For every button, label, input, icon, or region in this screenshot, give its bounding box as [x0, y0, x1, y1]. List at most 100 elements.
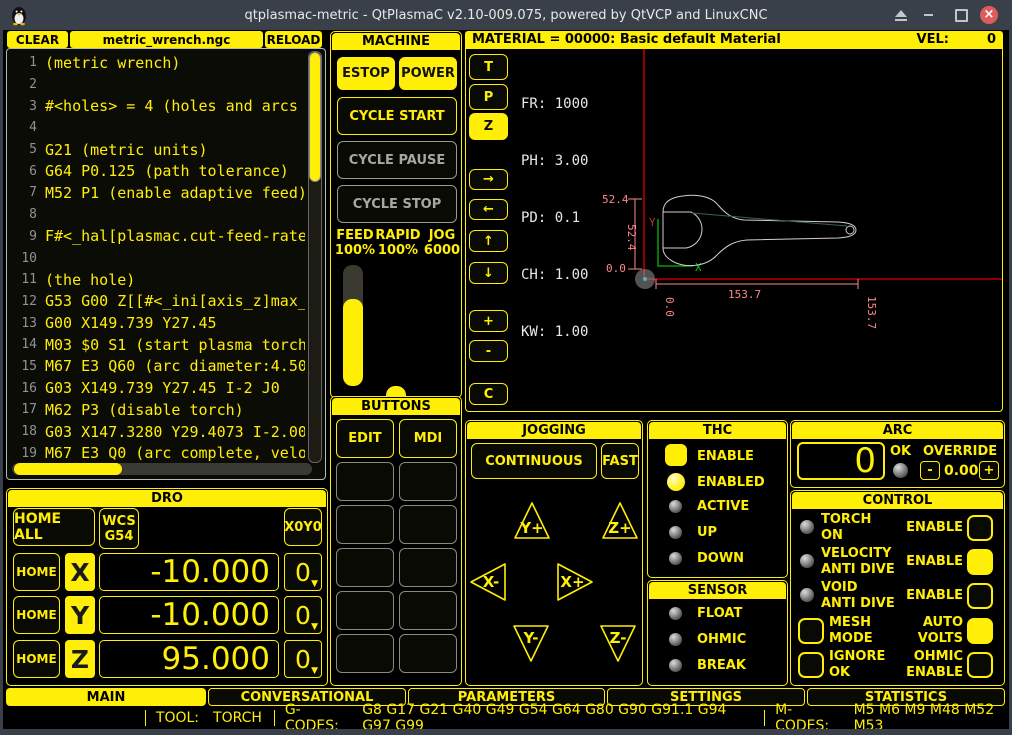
tab-parameters[interactable]: PARAMETERS	[408, 688, 605, 706]
gcode-line[interactable]: 14 M03 $0 S1 (start plasma torch)	[21, 335, 305, 354]
gcode-line[interactable]: 5 G21 (metric units)	[29, 140, 208, 159]
gcode-line[interactable]: 8	[29, 207, 37, 223]
feed-slider-fill	[343, 298, 363, 386]
override-minus-button[interactable]: -	[920, 461, 940, 480]
home-x-button[interactable]: HOME	[13, 553, 60, 591]
view-perspective-button[interactable]: P	[469, 84, 508, 110]
mdi-button[interactable]: MDI	[399, 419, 457, 458]
tab-main[interactable]: MAIN	[6, 688, 206, 706]
gcode-vscrollbar[interactable]	[308, 51, 322, 463]
axis-x-button[interactable]: X	[65, 553, 95, 591]
home-all-button[interactable]: HOME ALL	[13, 508, 95, 546]
gcode-line[interactable]: 12 G53 G00 Z[[#<_ini[axis_z]max_l	[21, 292, 305, 311]
gcode-line[interactable]: 1 (metric wrench)	[29, 53, 181, 72]
custom-button-slot[interactable]	[399, 548, 457, 587]
gcode-line[interactable]: 4	[29, 120, 37, 136]
custom-button-slot[interactable]	[336, 591, 394, 630]
torch-enable-checkbox[interactable]	[967, 515, 993, 541]
jog-y-plus-button[interactable]: Y+	[511, 499, 553, 543]
ohmic-probe-enable-checkbox[interactable]	[967, 652, 993, 678]
clear-button[interactable]: CLEAR	[7, 31, 68, 48]
jog-x-minus-button[interactable]: X-	[467, 560, 509, 604]
gcode-line[interactable]: 18 G03 X147.3280 Y29.4073 I-2.000	[21, 422, 305, 441]
feed-slider[interactable]	[343, 265, 363, 386]
dro-x-offset-dropdown[interactable]: 0 ▼	[284, 553, 322, 591]
custom-button-slot[interactable]	[399, 634, 457, 673]
gcode-vscroll-thumb[interactable]	[309, 52, 321, 182]
custom-button-slot[interactable]	[399, 505, 457, 544]
gcode-lines[interactable]: 1 (metric wrench) 2 3 #<holes> = 4 (holes …	[13, 52, 305, 464]
preview-area[interactable]: Y X 52.4 52.4 0.0 153.7 0.0 153.7 FR: 10…	[465, 48, 1003, 412]
auto-volts-label-2: VOLTS	[917, 631, 963, 646]
power-button[interactable]: POWER	[399, 57, 457, 90]
gcode-line[interactable]: 7 M52 P1 (enable adaptive feed)	[29, 183, 305, 202]
edit-button[interactable]: EDIT	[336, 419, 394, 458]
mesh-mode-label-2: MODE	[829, 631, 873, 646]
jog-continuous-button[interactable]: CONTINUOUS	[471, 443, 597, 479]
custom-button-slot[interactable]	[336, 462, 394, 501]
tab-statistics[interactable]: STATISTICS	[807, 688, 1005, 706]
cycle-stop-button[interactable]: CYCLE STOP	[337, 185, 457, 223]
jog-fast-button[interactable]: FAST	[601, 443, 639, 479]
velocity-enable-checkbox[interactable]	[967, 549, 993, 575]
custom-button-slot[interactable]	[336, 505, 394, 544]
view-top-button[interactable]: T	[469, 54, 508, 80]
auto-volts-checkbox[interactable]	[967, 618, 993, 644]
thc-enable-checkbox[interactable]	[665, 444, 687, 466]
reload-button[interactable]: RELOAD	[265, 31, 322, 48]
dro-y-offset-dropdown[interactable]: 0 ▼	[284, 596, 322, 634]
zoom-out-button[interactable]: -	[469, 340, 508, 362]
home-z-button[interactable]: HOME	[13, 640, 60, 678]
wcs-button[interactable]: WCS G54	[99, 508, 139, 549]
jog-y-minus-button[interactable]: Y-	[510, 621, 552, 665]
gcode-line[interactable]: 13 G00 X149.739 Y27.45	[21, 314, 217, 333]
cycle-start-button[interactable]: CYCLE START	[337, 97, 457, 135]
gcode-line[interactable]: 15 M67 E3 Q60 (arc diameter:4.500	[21, 357, 305, 376]
gcode-line[interactable]: 17 M62 P3 (disable torch)	[21, 400, 244, 419]
maximize-icon[interactable]	[948, 0, 974, 30]
gcode-line[interactable]: 3 #<holes> = 4 (holes and arcs w	[29, 97, 305, 116]
mesh-mode-checkbox[interactable]	[798, 618, 824, 644]
app-penguin-icon	[8, 4, 30, 30]
gcode-line[interactable]: 9 F#<_hal[plasmac.cut-feed-rate]	[29, 227, 305, 246]
gcode-hscroll-thumb[interactable]	[14, 463, 122, 475]
tab-conversational[interactable]: CONVERSATIONAL	[208, 688, 406, 706]
gcode-line[interactable]: 10	[21, 250, 37, 266]
dro-z-offset-dropdown[interactable]: 0 ▼	[284, 640, 322, 678]
estop-button[interactable]: ESTOP	[337, 57, 395, 90]
jog-z-minus-button[interactable]: Z-	[597, 621, 639, 665]
close-icon[interactable]: ×	[976, 0, 1002, 30]
pan-up-icon[interactable]: ↑	[469, 230, 508, 252]
axis-y-button[interactable]: Y	[65, 596, 95, 634]
ignore-arc-ok-checkbox[interactable]	[798, 652, 824, 678]
custom-button-slot[interactable]	[336, 548, 394, 587]
gcode-hscrollbar[interactable]	[12, 463, 312, 475]
custom-button-slot[interactable]	[399, 462, 457, 501]
dim-width-label: 153.7	[728, 288, 761, 301]
x0y0-button[interactable]: X0Y0	[284, 508, 322, 546]
pan-down-icon[interactable]: ↓	[469, 262, 508, 284]
cycle-pause-button[interactable]: CYCLE PAUSE	[337, 141, 457, 179]
pan-right-icon[interactable]: →	[469, 169, 508, 190]
gcode-line[interactable]: 19 M67 E3 Q0 (arc complete, veloc	[21, 444, 305, 463]
axis-z-button[interactable]: Z	[65, 640, 95, 678]
custom-button-slot[interactable]	[399, 591, 457, 630]
clear-view-button[interactable]: C	[469, 383, 508, 405]
jog-z-plus-button[interactable]: Z+	[599, 499, 641, 543]
view-z-button[interactable]: Z	[469, 113, 508, 140]
custom-button-slot[interactable]	[336, 634, 394, 673]
override-plus-button[interactable]: +	[979, 461, 999, 480]
shade-icon[interactable]	[888, 0, 914, 30]
gcode-line[interactable]: 6 G64 P0.125 (path tolerance)	[29, 162, 289, 181]
minimize-icon[interactable]	[915, 0, 941, 30]
gcode-line[interactable]: 2	[29, 77, 37, 93]
tab-settings[interactable]: SETTINGS	[607, 688, 805, 706]
material-bar[interactable]: MATERIAL = 00000: Basic default Material…	[465, 31, 1003, 48]
jog-x-plus-button[interactable]: X+	[554, 560, 596, 604]
home-y-button[interactable]: HOME	[13, 596, 60, 634]
void-enable-checkbox[interactable]	[967, 583, 993, 609]
pan-left-icon[interactable]: ←	[469, 199, 508, 220]
gcode-line[interactable]: 16 G03 X149.739 Y27.45 I-2 J0	[21, 379, 280, 398]
zoom-in-button[interactable]: +	[469, 310, 508, 332]
gcode-line[interactable]: 11 (the hole)	[21, 270, 136, 289]
